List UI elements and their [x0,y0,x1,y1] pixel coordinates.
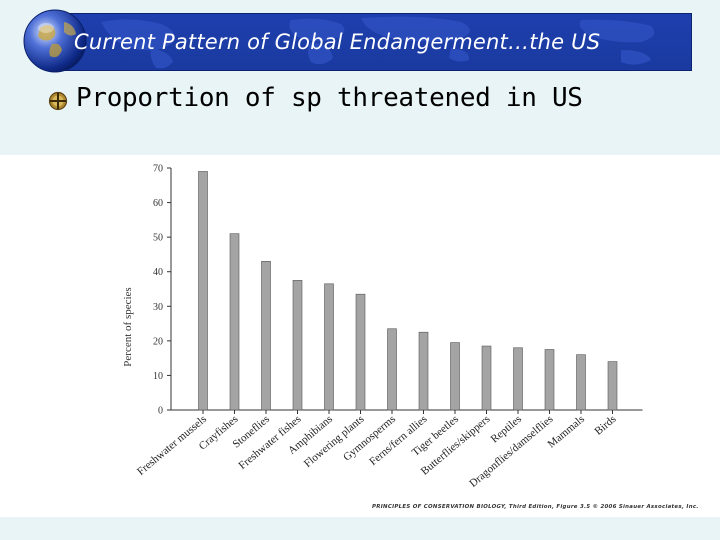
bar [198,171,208,411]
title-banner [60,13,692,71]
x-tick-label: Birds [592,413,618,438]
bar [229,233,240,411]
x-axis-labels: Freshwater musselsCrayfishesStonefliesFr… [135,410,618,490]
y-tick-label: 60 [153,198,163,209]
bar [261,261,271,411]
globe-icon [23,9,87,73]
bullet-text: Proportion of sp threatened in US [76,83,583,113]
y-tick-label: 0 [158,406,163,417]
compass-bullet-icon [48,91,68,111]
bar [450,342,460,411]
world-map-watermark [101,16,655,69]
y-tick-label: 20 [153,336,163,347]
y-tick-label: 70 [153,164,163,175]
bar [544,349,555,411]
y-axis: 0 10 20 30 40 50 60 70 [153,164,643,417]
bar [324,283,334,411]
y-tick-label: 50 [153,233,163,244]
bar [418,331,429,411]
y-axis-title: Percent of species [122,287,134,366]
bar [387,328,397,411]
y-tick-label: 40 [153,267,163,278]
bar-chart: 0 10 20 30 40 50 60 70 Freshwater musselsCrayfi… [122,164,643,490]
bar [513,347,523,411]
bar [355,293,366,411]
bar [292,280,303,411]
figure-credit: PRINCIPLES OF CONSERVATION BIOLOGY, Thir… [372,504,699,510]
bar [576,354,586,411]
y-tick-label: 30 [153,302,163,313]
y-tick-label: 10 [153,371,163,382]
bar [481,345,492,411]
bars [198,171,618,411]
bar [607,361,618,411]
slide-title: Current Pattern of Global Endangerment…t… [74,30,601,54]
